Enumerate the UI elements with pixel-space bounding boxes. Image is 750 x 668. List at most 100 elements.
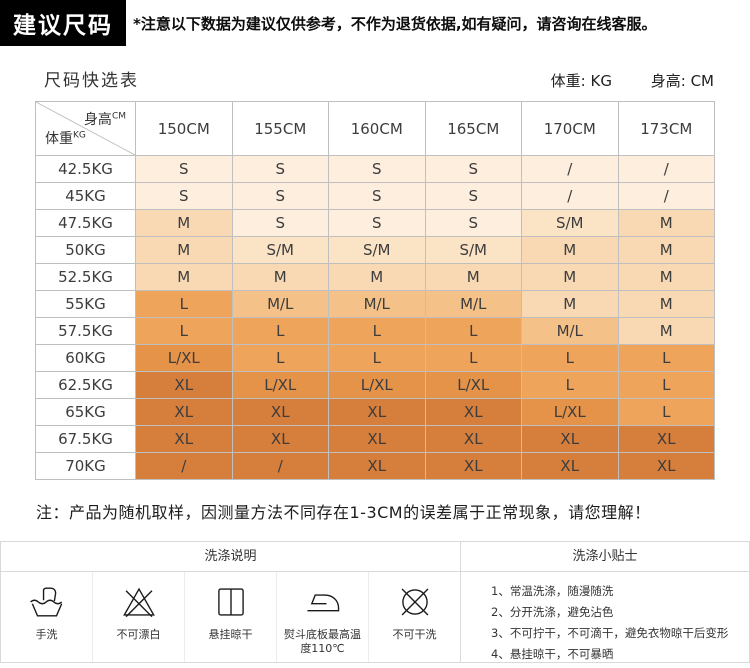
column-header: 160CM	[328, 101, 426, 156]
weight-cell: 67.5KG	[35, 425, 136, 453]
column-header: 173CM	[617, 101, 715, 156]
size-cell: S	[135, 155, 233, 183]
hand-wash-icon	[29, 587, 62, 617]
washing-instructions-title: 洗涤说明	[1, 542, 460, 572]
tip-item: 1、常温洗涤，随漫随洗	[491, 584, 614, 598]
size-cell: M	[617, 209, 715, 237]
washing-tips-panel: 洗涤小贴士 1、常温洗涤，随漫随洗 2、分开洗涤，避免沾色 3、不可拧干，不可滴干，…	[461, 542, 749, 662]
height-unit-label: 身高: CM	[650, 72, 714, 90]
diagonal-line	[36, 102, 135, 155]
size-cell: M	[521, 236, 619, 264]
tip-item: 3、不可拧干，不可滴干，避免衣物晾干后变形	[491, 626, 729, 640]
size-table: 身高CM 体重KG 150CM 155CM 160CM 165CM 170CM 173CM…	[35, 101, 715, 480]
header-notice: *注意以下数据为建议仅供参考，不作为退货依据,如有疑问，请咨询在线客服。	[133, 14, 657, 33]
care-section: 洗涤说明 手洗 不可漂白	[0, 541, 750, 663]
size-cell: XL	[328, 452, 426, 480]
size-cell: S/M	[328, 236, 426, 264]
weight-cell: 60KG	[35, 344, 136, 372]
size-cell: L	[617, 398, 715, 426]
table-row: 57.5KG L L L L M/L M	[35, 317, 715, 345]
size-cell: M	[617, 290, 715, 318]
size-cell: XL	[521, 425, 619, 453]
weight-cell: 47.5KG	[35, 209, 136, 237]
weight-cell: 45KG	[35, 182, 136, 210]
size-cell: S	[328, 209, 426, 237]
weight-cell: 55KG	[35, 290, 136, 318]
size-cell: M	[135, 263, 233, 291]
table-row: 55KG L M/L M/L M/L M M	[35, 290, 715, 318]
icon-label: 不可漂白	[116, 628, 161, 641]
size-cell: L	[521, 371, 619, 399]
top-bar: 建议尺码 *注意以下数据为建议仅供参考，不作为退货依据,如有疑问，请咨询在线客服…	[0, 0, 750, 46]
size-cell: /	[135, 452, 233, 480]
column-header: 150CM	[135, 101, 233, 156]
size-cell: S/M	[424, 236, 522, 264]
care-item-hang-dry: 悬挂晾干	[185, 572, 277, 662]
size-cell: XL	[328, 398, 426, 426]
size-cell: L	[424, 317, 522, 345]
size-cell: S	[424, 209, 522, 237]
size-cell: M	[521, 263, 619, 291]
tip-item: 4、悬挂晾干，不可暴晒	[491, 647, 614, 661]
size-cell: S	[231, 155, 329, 183]
washing-instructions-panel: 洗涤说明 手洗 不可漂白	[1, 542, 461, 662]
table-title: 尺码快选表	[44, 71, 139, 91]
size-cell: L	[135, 317, 233, 345]
size-cell: L/XL	[424, 371, 522, 399]
table-head-row: 尺码快选表 体重: KG 身高: CM	[0, 46, 750, 101]
size-cell: M	[328, 263, 426, 291]
size-cell: L/XL	[521, 398, 619, 426]
size-cell: XL	[135, 398, 233, 426]
size-cell: L	[328, 344, 426, 372]
icon-label: 不可干洗	[392, 628, 437, 641]
size-cell: M	[617, 236, 715, 264]
size-cell: L	[617, 371, 715, 399]
table-row: 52.5KG M M M M M M	[35, 263, 715, 291]
weight-axis-label: 体重KG	[45, 130, 86, 147]
size-cell: M	[617, 317, 715, 345]
size-cell: XL	[135, 371, 233, 399]
weight-cell: 65KG	[35, 398, 136, 426]
size-cell: L	[135, 290, 233, 318]
table-row: 67.5KG XL XL XL XL XL XL	[35, 425, 715, 453]
icon-label: 熨斗底板最高温度110℃	[284, 628, 361, 655]
units: 体重: KG 身高: CM	[517, 70, 714, 91]
size-cell: S	[328, 182, 426, 210]
size-cell: L	[231, 317, 329, 345]
tip-item: 2、分开洗涤，避免沾色	[491, 605, 614, 619]
weight-cell: 52.5KG	[35, 263, 136, 291]
size-cell: L	[617, 344, 715, 372]
table-row: 62.5KG XL L/XL L/XL L/XL L L	[35, 371, 715, 399]
size-cell: L	[328, 317, 426, 345]
table-row: 47.5KG M S S S S/M M	[35, 209, 715, 237]
weight-cell: 62.5KG	[35, 371, 136, 399]
size-cell: M/L	[231, 290, 329, 318]
size-cell: S	[328, 155, 426, 183]
size-cell: S	[135, 182, 233, 210]
size-cell: XL	[424, 452, 522, 480]
table-row: 45KG S S S S / /	[35, 182, 715, 210]
no-dry-clean-icon	[401, 588, 428, 616]
table-row: 60KG L/XL L L L L L	[35, 344, 715, 372]
size-cell: L	[231, 344, 329, 372]
care-item-iron: 熨斗底板最高温度110℃	[277, 572, 369, 662]
icon-label: 悬挂晾干	[208, 628, 253, 641]
weight-cell: 70KG	[35, 452, 136, 480]
size-cell: /	[617, 182, 715, 210]
care-icons-row: 手洗 不可漂白 悬挂晾干	[1, 572, 460, 662]
table-row: 65KG XL XL XL XL L/XL L	[35, 398, 715, 426]
size-cell: L	[521, 344, 619, 372]
size-cell: S	[231, 182, 329, 210]
page-title: 建议尺码	[0, 0, 126, 46]
note-text: 注：产品为随机取样，因测量方法不同存在1-3CM的误差属于正常现象，请您理解！	[36, 503, 651, 522]
size-cell: M	[424, 263, 522, 291]
size-cell: M	[135, 236, 233, 264]
size-cell: /	[617, 155, 715, 183]
size-cell: XL	[424, 425, 522, 453]
weight-cell: 50KG	[35, 236, 136, 264]
size-cell: L/XL	[135, 344, 233, 372]
size-cell: /	[521, 182, 619, 210]
iron-max-110-icon	[306, 594, 339, 612]
size-cell: XL	[617, 452, 715, 480]
